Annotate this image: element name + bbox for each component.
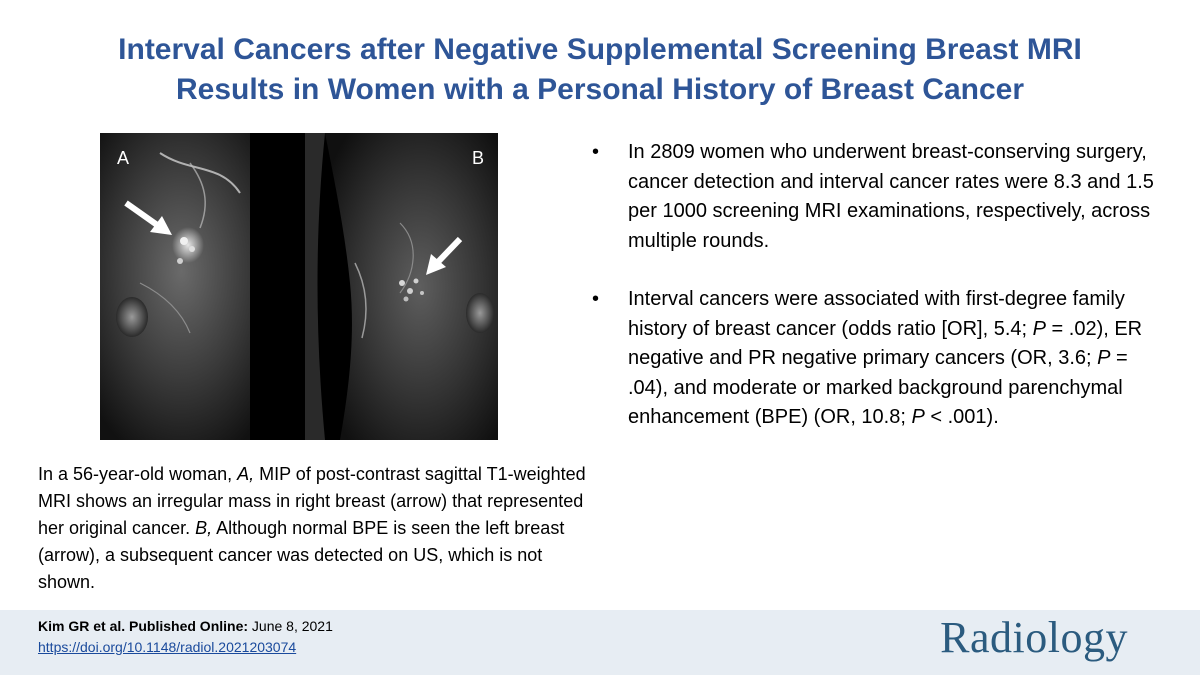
breast-b-shape: [325, 133, 498, 440]
figure-caption: In a 56-year-old woman, A, MIP of post-c…: [38, 461, 598, 596]
title-line-1: Interval Cancers after Negative Suppleme…: [118, 33, 1082, 66]
caption-text-1: In a 56-year-old woman,: [38, 464, 238, 484]
arrow-a-icon: [124, 200, 172, 235]
p-value-label: P: [1032, 317, 1046, 340]
bullet-icon: •: [592, 141, 600, 163]
doi-link[interactable]: https://doi.org/10.1148/radiol.202120307…: [38, 639, 297, 655]
radiology-logo: Radiology: [940, 613, 1128, 662]
citation-date: June 8, 2021: [248, 618, 333, 634]
breast-a-shape: [100, 133, 281, 440]
finding-text-2: Interval cancers were associated with fi…: [628, 288, 1142, 428]
arrow-b-icon: [426, 236, 463, 275]
caption-a-label: A,: [237, 464, 255, 484]
finding-item-1: • In 2809 women who underwent breast-con…: [592, 138, 1167, 256]
bullet-icon: •: [592, 288, 600, 310]
caption-text-3: Although normal BPE is seen the left bre…: [38, 518, 565, 592]
citation-authors: Kim GR et al. Published Online:: [38, 618, 249, 634]
p-value-label: P: [1097, 347, 1111, 369]
citation: Kim GR et al. Published Online: June 8, …: [38, 616, 333, 636]
slide-title: Interval Cancers after Negative Suppleme…: [60, 30, 1140, 110]
finding-2-part-2: = .02), ER negative and PR negative prim…: [628, 317, 1143, 370]
title-line-2: Results in Women with a Personal History…: [176, 73, 1024, 106]
key-findings-list: • In 2809 women who underwent breast-con…: [592, 138, 1167, 433]
finding-2-part-4: < .001).: [924, 406, 999, 428]
panel-label-b: B: [472, 148, 485, 168]
nipple-b: [466, 293, 494, 333]
nipple-a: [116, 297, 148, 337]
p-value-label: P: [911, 406, 925, 428]
mri-image: [100, 133, 498, 440]
caption-text-2: MIP of post-contrast sagittal T1-weighte…: [38, 464, 586, 538]
mri-figure: A B: [100, 133, 498, 440]
caption-b-label: B,: [195, 518, 213, 538]
footer-bar: [0, 610, 1200, 675]
finding-text-1: In 2809 women who underwent breast-conse…: [628, 141, 1154, 252]
finding-item-2: • Interval cancers were associated with …: [592, 285, 1167, 433]
finding-2-part-3: = .04), and moderate or marked backgroun…: [628, 347, 1128, 428]
finding-2-part-1: Interval cancers were associated with fi…: [628, 288, 1125, 340]
panel-label-a: A: [117, 148, 130, 168]
